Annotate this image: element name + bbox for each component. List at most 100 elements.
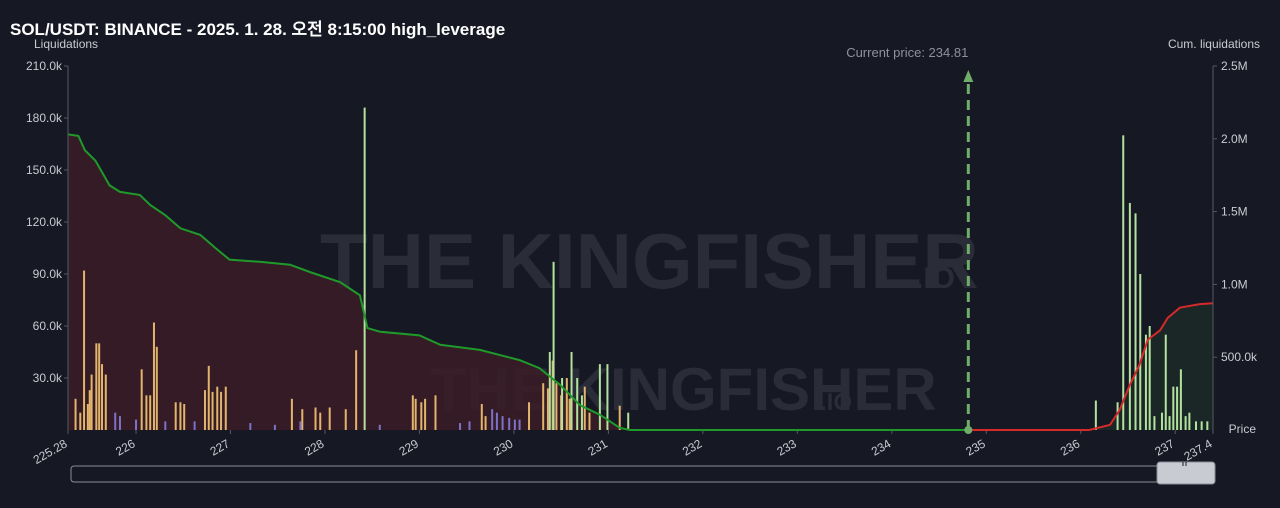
liquidation-bar [174, 402, 177, 430]
cum-line [67, 133, 969, 431]
liquidation-bar [1188, 412, 1191, 430]
liquidation-bar [561, 378, 564, 430]
liquidation-bar [518, 419, 521, 430]
y2-tick-label: 2.5M [1221, 59, 1248, 73]
liquidation-bar [411, 395, 414, 430]
liquidation-bar [95, 343, 98, 430]
chart-title: SOL/USDT: BINANCE - 2025. 1. 28. 오전 8:15… [10, 20, 505, 39]
liquidation-bar [149, 395, 152, 430]
liquidation-bar [319, 412, 322, 430]
liquidation-bar [273, 424, 276, 430]
liquidation-bar [207, 365, 210, 430]
liquidation-bar [164, 421, 167, 430]
liquidation-bar [513, 419, 516, 430]
liquidation-bar [203, 390, 206, 430]
liquidation-bar [508, 417, 511, 430]
liquidation-bar [495, 412, 498, 430]
liquidation-bar [542, 383, 545, 430]
liquidation-bar [618, 405, 621, 430]
liquidation-bar [491, 409, 494, 430]
y-axis-label: Liquidations [34, 37, 98, 51]
liquidation-bar [90, 374, 93, 430]
liquidation-bar [546, 388, 549, 430]
liquidation-bar [290, 398, 293, 430]
y2-tick-label: 1.0M [1221, 277, 1248, 291]
liquidation-bar [570, 352, 573, 430]
liquidation-bar [548, 352, 551, 430]
liquidation-bar [220, 391, 223, 430]
liquidation-bar [1094, 400, 1097, 430]
liquidation-bar [468, 421, 471, 430]
liquidation-bar [86, 404, 89, 430]
y-tick-label: 150.0k [26, 163, 63, 177]
watermark: THE KINGFISHER [320, 217, 979, 305]
liquidation-bar [420, 402, 423, 430]
liquidation-bar [145, 395, 148, 430]
watermark: .IO [820, 389, 852, 416]
liquidation-bar [424, 398, 427, 430]
liquidation-bar [1206, 421, 1209, 430]
plot-area: 30.0k 60.0k 90.0k 120.0k 150.0k 180.0k 210.0k 5… [26, 45, 1258, 467]
y2-axis-label: Cum. liquidations [1168, 37, 1260, 51]
liquidation-bar [480, 404, 483, 430]
liquidation-bar [344, 409, 347, 430]
liquidation-bar [1184, 416, 1187, 430]
liquidation-bar [555, 383, 558, 430]
liquidation-bar [1179, 369, 1182, 430]
liquidation-bar [598, 364, 601, 430]
liquidation-bar [1144, 334, 1147, 430]
liquidation-bar [1194, 421, 1197, 430]
y2-tick-label: 2.0M [1221, 132, 1248, 146]
liquidation-bar [79, 412, 82, 430]
liquidation-bar [193, 421, 196, 430]
liquidation-bar [459, 423, 462, 430]
liquidation-bar [565, 378, 568, 430]
liquidation-bar [135, 419, 138, 430]
liquidation-bar [552, 261, 555, 430]
cum-line [968, 302, 1214, 431]
liquidation-bar [588, 412, 591, 430]
liquidation-bar [414, 398, 417, 430]
x-axis-label: Price [1229, 422, 1257, 436]
y-tick-label: 30.0k [33, 371, 63, 385]
liquidation-bar [98, 343, 101, 430]
liquidation-bar [355, 350, 358, 430]
liquidation-bar [1200, 421, 1203, 430]
liquidation-bar [1160, 412, 1163, 430]
y2-tick-label: 1.5M [1221, 205, 1248, 219]
liquidation-bar [104, 374, 107, 430]
liquidation-bar [216, 386, 219, 430]
y-tick-label: 180.0k [26, 111, 63, 125]
liquidation-bar [501, 416, 504, 430]
liquidation-bar [301, 409, 304, 430]
liquidation-bar [1116, 402, 1119, 430]
liquidation-bar [155, 346, 158, 430]
liquidation-bar [152, 322, 155, 430]
y-tick-label: 120.0k [26, 215, 63, 229]
liquidation-bar [114, 412, 117, 430]
liquidation-bar [314, 407, 317, 430]
liquidation-bar [484, 416, 487, 430]
liquidation-bar [74, 398, 77, 430]
liquidation-bar [1176, 386, 1179, 430]
liquidation-bar [363, 107, 366, 430]
liquidation-bar [299, 421, 302, 430]
liquidation-bar [627, 412, 630, 430]
liquidation-bar [1134, 213, 1137, 430]
liquidation-bar [249, 423, 252, 430]
y-tick-label: 210.0k [26, 59, 63, 73]
liquidation-bar [1122, 135, 1125, 431]
liquidation-bar [606, 364, 609, 430]
liquidation-bar [568, 398, 571, 430]
liquidation-bar [183, 404, 186, 430]
current-price-label: Current price: 234.81 [846, 45, 968, 60]
liquidation-bar [101, 364, 104, 430]
cum-area [68, 134, 969, 430]
liquidation-bar [1168, 416, 1171, 430]
liquidation-bar [1139, 274, 1142, 430]
liquidation-bar [83, 270, 86, 430]
current-price-arrow [963, 70, 974, 82]
liquidation-bar [528, 402, 531, 430]
liquidation-bar [211, 391, 214, 430]
